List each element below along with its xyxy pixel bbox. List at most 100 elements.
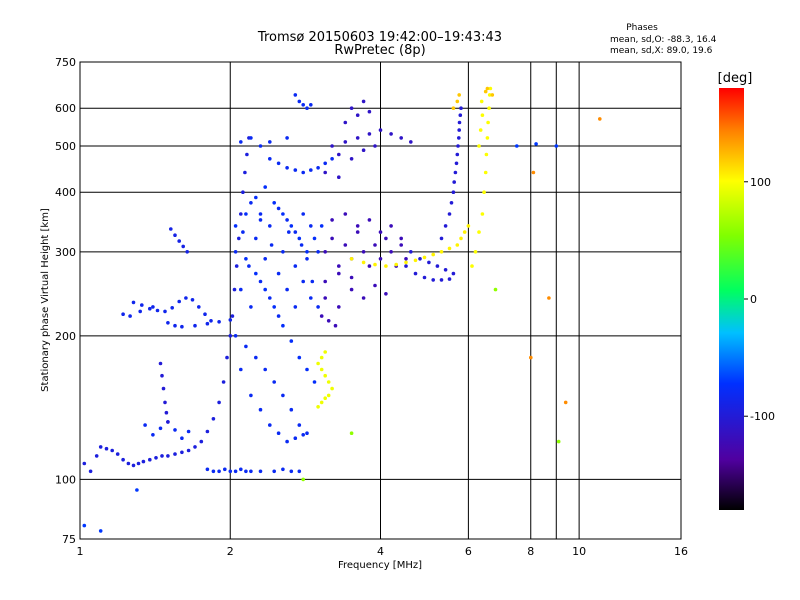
- data-point: [394, 262, 399, 267]
- data-point: [244, 469, 248, 474]
- colorbar: [719, 88, 744, 510]
- data-point: [249, 393, 253, 398]
- data-point: [211, 469, 216, 474]
- data-point: [263, 257, 268, 261]
- data-point: [361, 296, 366, 300]
- data-point: [556, 439, 561, 444]
- data-point: [205, 429, 210, 434]
- data-point: [289, 469, 294, 474]
- data-point: [268, 157, 272, 161]
- grid-lines: [80, 62, 681, 539]
- data-point: [404, 257, 408, 261]
- data-point: [128, 314, 132, 318]
- data-point: [343, 140, 348, 144]
- data-point: [488, 86, 493, 91]
- data-point: [483, 89, 488, 94]
- x-tick-label: 16: [674, 545, 688, 558]
- data-point: [276, 431, 281, 436]
- data-point: [249, 136, 253, 140]
- data-point: [305, 367, 309, 372]
- data-point: [289, 339, 294, 343]
- data-point: [289, 224, 294, 228]
- data-point: [554, 144, 559, 148]
- colorbar-label: [deg]: [718, 71, 753, 86]
- data-point: [431, 252, 436, 257]
- data-point: [389, 250, 393, 254]
- colorbar-tick-label: 0: [750, 293, 757, 306]
- data-point: [418, 257, 422, 261]
- data-point: [276, 206, 281, 211]
- data-point: [316, 361, 320, 366]
- y-tick-label: 100: [55, 473, 76, 486]
- data-point: [477, 144, 481, 148]
- data-point: [180, 436, 184, 441]
- data-point: [337, 264, 341, 268]
- x-tick-label: 1: [77, 545, 84, 558]
- data-point: [326, 319, 331, 323]
- data-point: [249, 305, 253, 309]
- x-axis-label: Frequency [MHz]: [338, 560, 422, 571]
- data-point: [487, 93, 492, 97]
- data-point: [237, 236, 241, 241]
- data-point: [297, 236, 302, 241]
- data-point: [305, 106, 309, 110]
- data-point: [319, 224, 324, 228]
- data-point: [301, 212, 306, 216]
- data-point: [343, 243, 348, 247]
- data-point: [323, 350, 328, 354]
- data-point: [177, 239, 181, 243]
- data-point: [330, 386, 334, 391]
- data-point: [301, 433, 306, 437]
- data-point: [276, 161, 281, 166]
- data-point: [309, 296, 313, 300]
- colorbar-ticks: 100 0 -100: [744, 176, 775, 423]
- data-point: [173, 452, 177, 456]
- data-point: [272, 201, 277, 205]
- data-point: [337, 175, 341, 179]
- data-point: [316, 305, 320, 309]
- data-point: [355, 230, 360, 234]
- data-point: [82, 461, 87, 466]
- data-point: [166, 420, 170, 424]
- data-point: [148, 306, 152, 311]
- data-point: [422, 275, 427, 280]
- data-point: [493, 287, 498, 292]
- data-point: [447, 212, 452, 216]
- data-point: [479, 99, 484, 104]
- data-point: [258, 218, 263, 222]
- data-point: [173, 323, 177, 328]
- data-point: [233, 250, 238, 254]
- data-point: [254, 236, 258, 241]
- data-point: [312, 380, 317, 384]
- data-point: [281, 212, 285, 216]
- data-point: [455, 99, 460, 104]
- data-point: [285, 166, 289, 170]
- data-point: [121, 312, 125, 317]
- data-point: [473, 250, 478, 254]
- data-point: [281, 250, 285, 254]
- data-point: [177, 299, 181, 304]
- data-point: [233, 224, 238, 228]
- data-point: [228, 469, 233, 474]
- data-point: [480, 212, 485, 216]
- data-point: [319, 314, 324, 318]
- data-point: [223, 467, 227, 472]
- data-point: [361, 148, 366, 152]
- axis-ticks: 1 2 4 6 8 10 16 75 100 200 300 400 500 600 750: [55, 56, 688, 558]
- data-point: [453, 170, 458, 175]
- data-point: [349, 275, 354, 280]
- data-point: [389, 132, 393, 136]
- data-point: [443, 268, 448, 272]
- data-point: [297, 423, 302, 427]
- data-point: [384, 264, 388, 268]
- data-point: [228, 318, 233, 322]
- data-point: [258, 279, 263, 284]
- data-point: [287, 230, 291, 234]
- data-point: [205, 321, 210, 326]
- data-point: [309, 103, 313, 107]
- data-point: [138, 309, 142, 314]
- data-point: [490, 93, 495, 97]
- plot-frame: [79, 61, 682, 540]
- data-point: [349, 287, 354, 292]
- data-point: [459, 106, 463, 110]
